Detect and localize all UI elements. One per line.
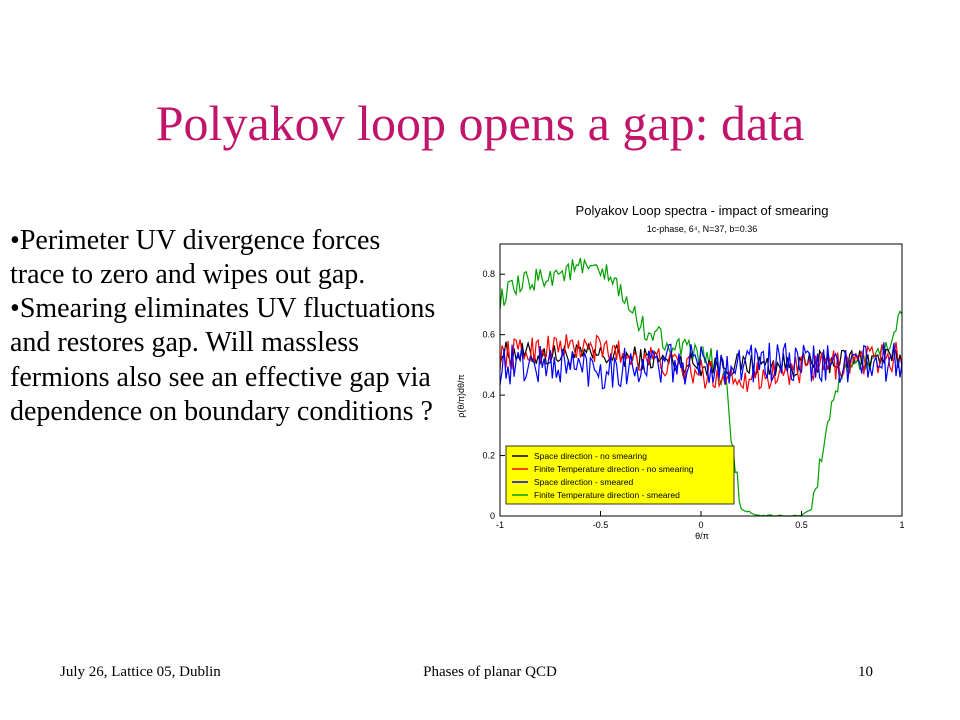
bullet-marker: • — [10, 225, 20, 256]
x-tick-label: 0 — [698, 520, 703, 530]
x-axis-label: θ/π — [695, 531, 709, 541]
y-tick-label: 0.4 — [482, 390, 495, 400]
bullet-item-1: •Perimeter UV divergence forces trace to… — [10, 224, 440, 292]
y-axis-label: ρ(θ/π)dθ/π — [456, 374, 466, 418]
bullet-item-2: •Smearing eliminates UV fluctuations and… — [10, 292, 440, 429]
bullet-text: Smearing eliminates UV fluctuations and … — [10, 293, 436, 427]
x-tick-label: 0.5 — [795, 520, 808, 530]
y-tick-label: 0.6 — [482, 330, 495, 340]
page-number: 10 — [858, 664, 873, 680]
tick-layer: -1 -0.5 0 0.5 1 0 0.2 0.4 0.6 0.8 — [482, 269, 904, 530]
y-tick-label: 0 — [490, 511, 495, 521]
bullet-list: •Perimeter UV divergence forces trace to… — [10, 224, 440, 429]
series-line — [499, 334, 903, 392]
series-line — [499, 342, 903, 390]
legend-entry: Space direction - smeared — [534, 477, 633, 487]
legend-entry: Finite Temperature direction - smeared — [534, 490, 680, 500]
x-tick-label: -1 — [496, 520, 504, 530]
x-tick-label: 1 — [899, 520, 904, 530]
x-tick-label: -0.5 — [593, 520, 609, 530]
y-tick-label: 0.2 — [482, 451, 495, 461]
legend-entry: Finite Temperature direction - no smeari… — [534, 464, 694, 474]
chart-subtitle: 1c-phase, 6⁴, N=37, b=0.36 — [647, 224, 757, 234]
bullet-text: Perimeter UV divergence forces trace to … — [10, 225, 381, 291]
legend: Space direction - no smearing Finite Temp… — [505, 445, 735, 505]
y-tick-label: 0.8 — [482, 269, 495, 279]
legend-box — [505, 445, 735, 505]
bullet-marker: • — [10, 293, 20, 325]
footer-talk-title: Phases of planar QCD — [423, 664, 557, 680]
series-layer — [499, 257, 903, 517]
footer-event: July 26, Lattice 05, Dublin — [60, 664, 221, 680]
slide-title: Polyakov loop opens a gap: data — [155, 95, 805, 151]
legend-entry: Space direction - no smearing — [534, 451, 647, 461]
polyakov-spectra-chart: Polyakov Loop spectra - impact of smeari… — [456, 203, 905, 541]
chart-title: Polyakov Loop spectra - impact of smeari… — [576, 203, 829, 218]
